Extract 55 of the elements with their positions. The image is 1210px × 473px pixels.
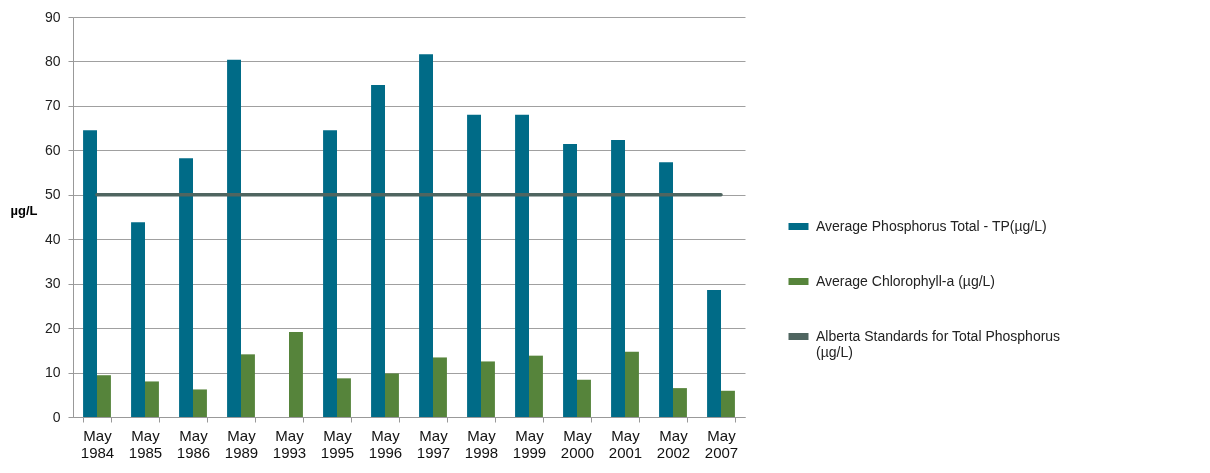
legend-label: Average Phosphorus Total - TP(µg/L) xyxy=(816,217,1047,234)
y-tick-label: 30 xyxy=(44,275,61,292)
bar xyxy=(707,289,721,417)
bar xyxy=(529,355,543,417)
y-tick-label: 40 xyxy=(44,230,61,247)
x-tick-label: May 1995 xyxy=(320,426,355,461)
bar xyxy=(673,388,687,417)
y-tick-label: 10 xyxy=(44,364,61,381)
legend-label: Average Chlorophyll-a (µg/L) xyxy=(816,272,996,289)
bar xyxy=(577,379,591,417)
x-tick-label: May 1996 xyxy=(368,426,403,461)
bar xyxy=(419,54,433,417)
bar xyxy=(433,357,447,417)
bar xyxy=(193,389,207,417)
bar xyxy=(227,59,241,417)
bar xyxy=(289,332,303,417)
bar xyxy=(611,140,625,417)
y-tick-label: 70 xyxy=(44,97,61,114)
x-tick-label: May 2007 xyxy=(704,426,739,461)
y-axis-title: µg/L xyxy=(10,202,38,218)
legend-label: Alberta Standards for Total Phosphorus (µg/L) xyxy=(816,327,1061,360)
bar xyxy=(371,85,385,417)
x-tick-label: May 1993 xyxy=(272,426,307,461)
x-tick-label: May 2002 xyxy=(656,426,691,461)
bar xyxy=(563,144,577,417)
y-tick-label: 50 xyxy=(44,186,61,203)
x-tick-label: May 2001 xyxy=(608,426,643,461)
bar xyxy=(467,114,481,417)
bar xyxy=(625,351,639,417)
x-tick-label: May 1999 xyxy=(512,426,547,461)
x-tick-label: May 1985 xyxy=(128,426,163,461)
bar xyxy=(721,390,735,417)
x-tick-label: May 1997 xyxy=(416,426,451,461)
y-tick-label: 0 xyxy=(52,408,61,425)
bar xyxy=(337,378,351,417)
bar xyxy=(481,361,495,417)
x-tick-label: May 1984 xyxy=(80,426,115,461)
x-tick-label: May 1989 xyxy=(224,426,259,461)
x-tick-label: May 1998 xyxy=(464,426,499,461)
bar xyxy=(385,373,399,417)
bar xyxy=(83,130,97,417)
bar xyxy=(515,114,529,417)
bar xyxy=(131,222,145,417)
x-tick-label: May 2000 xyxy=(560,426,595,461)
bar xyxy=(179,158,193,417)
y-tick-label: 90 xyxy=(44,8,61,25)
bar xyxy=(659,162,673,417)
bar xyxy=(145,381,159,417)
x-tick-label: May 1986 xyxy=(176,426,211,461)
bar xyxy=(323,130,337,417)
y-tick-label: 60 xyxy=(44,141,61,158)
bar xyxy=(97,375,111,417)
bar xyxy=(241,354,255,417)
y-tick-label: 20 xyxy=(44,319,61,336)
y-tick-label: 80 xyxy=(44,52,61,69)
